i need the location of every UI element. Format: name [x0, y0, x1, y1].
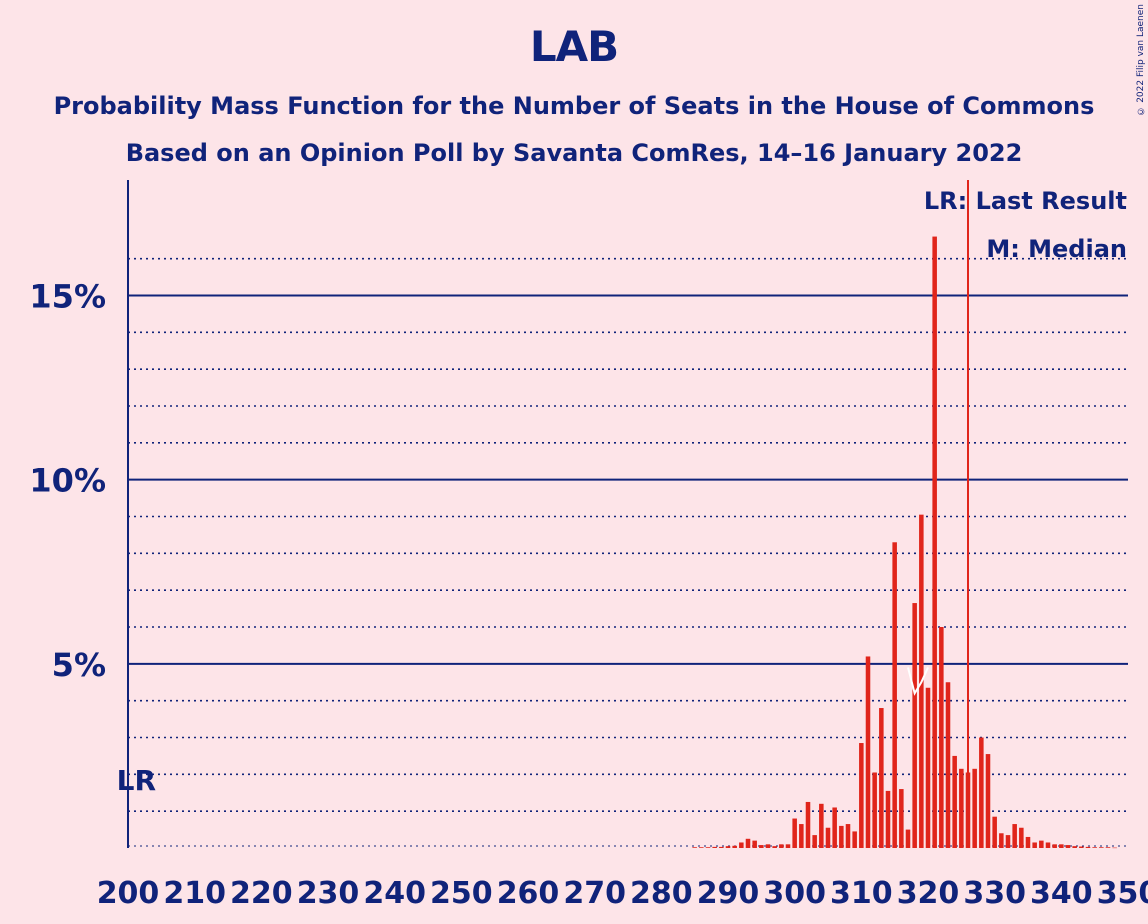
bar-seat-298: [779, 844, 784, 848]
y-tick-label: 5%: [52, 646, 106, 684]
bar-seat-343: [1079, 846, 1084, 848]
bar-seat-336: [1032, 842, 1037, 848]
bar-seat-292: [739, 842, 744, 848]
bar-seat-311: [865, 656, 871, 848]
bar-seat-333: [1012, 824, 1017, 848]
bar-seat-320: [925, 687, 931, 848]
bar-seat-330: [992, 816, 997, 848]
bar-seat-299: [785, 844, 791, 848]
x-tick-label: 330: [963, 876, 1026, 911]
bar-seat-338: [1045, 842, 1051, 848]
bar-seat-287: [705, 847, 711, 848]
x-tick-label: 320: [897, 876, 960, 911]
bar-seat-344: [1085, 846, 1091, 848]
y-tick-label: 10%: [29, 462, 106, 500]
x-tick-label: 280: [630, 876, 693, 911]
bar-seat-346: [1099, 847, 1104, 848]
x-tick-label: 250: [430, 876, 493, 911]
bar-seat-345: [1092, 847, 1097, 848]
bar-seat-313: [879, 708, 884, 848]
bar-seat-296: [765, 844, 771, 848]
bar-seat-305: [825, 827, 831, 848]
bar-seat-302: [805, 801, 811, 848]
x-tick-label: 200: [97, 876, 160, 911]
bar-seat-335: [1025, 836, 1031, 848]
bars: [692, 180, 1117, 849]
chart-subtitle: Probability Mass Function for the Number…: [53, 92, 1095, 120]
bar-seat-342: [1072, 846, 1077, 848]
legend-last-result: LR: Last Result: [924, 187, 1127, 215]
bar-seat-327: [972, 768, 977, 848]
bar-seat-318: [912, 603, 917, 848]
bar-seat-291: [732, 845, 737, 848]
chart-title: LAB: [529, 22, 619, 71]
x-tick-label: 240: [363, 876, 426, 911]
legend-median: M: Median: [986, 235, 1127, 263]
bar-seat-325: [959, 768, 964, 848]
bar-seat-309: [852, 831, 857, 848]
x-tick-label: 300: [763, 876, 826, 911]
bar-seat-323: [945, 682, 951, 848]
bar-seat-300: [792, 818, 797, 848]
x-tick-label: 310: [830, 876, 893, 911]
bar-seat-324: [952, 755, 957, 848]
bar-seat-331: [999, 833, 1004, 848]
bar-seat-308: [845, 824, 851, 848]
bar-seat-317: [905, 829, 911, 848]
bar-seat-290: [725, 846, 731, 848]
x-tick-label: 290: [697, 876, 760, 911]
x-tick-label: 340: [1030, 876, 1093, 911]
bar-seat-334: [1019, 827, 1024, 848]
bar-seat-314: [885, 790, 891, 848]
bar-seat-289: [719, 846, 724, 848]
x-tick-label: 260: [497, 876, 560, 911]
bar-seat-312: [872, 772, 877, 848]
lr-marker-label: LR: [117, 764, 156, 797]
bar-seat-306: [832, 807, 837, 848]
median-marker: [907, 667, 929, 696]
x-tick-label: 350: [1097, 876, 1148, 911]
bar-seat-315: [892, 542, 897, 848]
bar-seat-339: [1052, 844, 1057, 848]
x-tick-label: 220: [230, 876, 293, 911]
bar-seat-347: [1105, 847, 1111, 848]
bar-seat-295: [759, 845, 764, 848]
bar-seat-285: [692, 847, 697, 848]
bar-seat-316: [899, 789, 904, 848]
bar-seat-293: [745, 838, 751, 848]
bar-seat-321: [932, 236, 937, 849]
bar-seat-340: [1059, 844, 1064, 848]
grid-lines: [128, 257, 1128, 847]
bar-seat-297: [772, 846, 777, 848]
y-tick-label: 15%: [29, 278, 106, 316]
bar-seat-304: [819, 803, 824, 848]
bar-seat-303: [812, 835, 817, 848]
bar-seat-307: [839, 825, 844, 848]
bar-seat-348: [1112, 847, 1117, 849]
bar-seat-329: [985, 754, 991, 848]
bar-seat-341: [1065, 845, 1071, 848]
bar-seat-322: [939, 627, 944, 848]
bar-seat-332: [1005, 835, 1011, 848]
tick-labels: 5% 10% 15% 200 210 220 230 240 250 260 270 280 290 30…: [29, 278, 1148, 912]
bar-seat-288: [712, 846, 717, 848]
bar-seat-310: [859, 743, 864, 848]
x-tick-label: 230: [297, 876, 360, 911]
chart-subtitle-source: Based on an Opinion Poll by Savanta ComR…: [125, 139, 1023, 167]
bar-seat-337: [1039, 840, 1044, 848]
bar-seat-328: [979, 737, 984, 848]
x-tick-label: 210: [163, 876, 226, 911]
bar-seat-294: [752, 840, 757, 848]
x-tick-label: 270: [563, 876, 626, 911]
bar-seat-301: [799, 824, 804, 848]
bar-seat-286: [699, 847, 704, 848]
